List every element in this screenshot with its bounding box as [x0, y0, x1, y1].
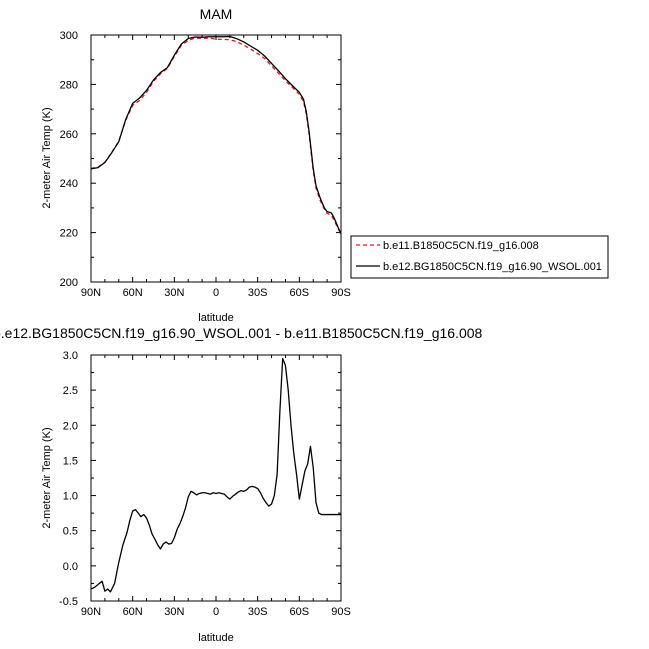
- legend-label-series-2: b.e12.BG1850C5CN.f19_g16.90_WSOL.001: [383, 261, 602, 273]
- top-x-tick-label: 90S: [331, 287, 351, 299]
- legend: b.e11.B1850C5CN.f19_g16.008 b.e12.BG1850…: [350, 235, 609, 279]
- bottom-x-tick-label: 90N: [81, 606, 101, 618]
- bottom-title: b.e12.BG1850C5CN.f19_g16.90_WSOL.001 - b…: [0, 325, 483, 341]
- legend-box: [350, 235, 609, 279]
- top-y-tick-label: 200: [60, 277, 78, 289]
- top-plot-area: 90N 60N 30N 0 30S 60S 90S 200 220 240 260 280 300: [60, 30, 351, 299]
- bottom-x-tick-label: 60S: [290, 606, 310, 618]
- bottom-series-1-line: [91, 357, 341, 593]
- top-frame: [90, 34, 342, 283]
- bottom-panel: b.e12.BG1850C5CN.f19_g16.90_WSOL.001 - b…: [0, 325, 483, 644]
- bottom-x-tick-label: 90S: [331, 606, 351, 618]
- bottom-y-tick-label: 2.0: [63, 420, 78, 432]
- top-y-tick-label: 300: [60, 30, 78, 42]
- bottom-x-tick-label: 30N: [164, 606, 184, 618]
- top-x-tick-label: 60S: [290, 287, 310, 299]
- top-x-tick-label: 30N: [164, 287, 184, 299]
- top-x-tick-label: 60N: [123, 287, 143, 299]
- bottom-y-tick-label: 1.0: [63, 491, 78, 503]
- top-x-axis-label: latitude: [198, 312, 233, 324]
- bottom-y-tick-label: 0.0: [63, 561, 78, 573]
- bottom-y-axis-label: 2-meter Air Temp (K): [41, 427, 53, 528]
- top-title: MAM: [200, 6, 233, 22]
- legend-label-series-1: b.e11.B1850C5CN.f19_g16.008: [383, 240, 539, 252]
- top-x-tick-label: 30S: [248, 287, 268, 299]
- bottom-x-axis-label: latitude: [198, 632, 233, 644]
- top-x-tick-label: 90N: [81, 287, 101, 299]
- bottom-x-tick-label: 60N: [123, 606, 143, 618]
- bottom-x-tick-label: 30S: [248, 606, 268, 618]
- top-y-tick-label: 220: [60, 228, 78, 240]
- bottom-y-tick-label: 3.0: [63, 350, 78, 362]
- top-panel: MAM 90N 60N 30N 0 30S 60S 90S 200 220 240 260 280 30…: [41, 6, 351, 324]
- top-x-tick-label: 0: [213, 287, 219, 299]
- top-y-tick-label: 280: [60, 79, 78, 91]
- top-series-1-line: [91, 37, 341, 235]
- bottom-y-tick-label: 2.5: [63, 385, 78, 397]
- bottom-y-tick-label: 1.5: [63, 455, 78, 467]
- top-y-tick-label: 240: [60, 178, 78, 190]
- top-series-2-line: [91, 35, 341, 235]
- bottom-plot-area: 90N 60N 30N 0 30S 60S 90S -0.5 0.0 0.5 1.0 1.5 2.0 2.…: [59, 350, 351, 618]
- bottom-y-tick-label: 0.5: [63, 526, 78, 538]
- top-y-axis-label: 2-meter Air Temp (K): [41, 107, 53, 208]
- bottom-x-tick-label: 0: [213, 606, 219, 618]
- bottom-y-tick-label: -0.5: [59, 596, 78, 608]
- top-y-tick-label: 260: [60, 129, 78, 141]
